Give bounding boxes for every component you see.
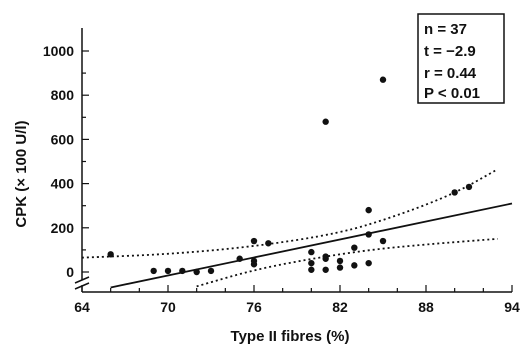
confidence-band-lower	[196, 237, 498, 288]
data-point	[451, 189, 458, 196]
data-point	[265, 240, 272, 247]
confidence-band-upper	[81, 168, 499, 259]
data-point	[308, 248, 315, 256]
data-point	[322, 266, 329, 273]
x-tick-label: 88	[418, 299, 434, 315]
tick-labels: 0 200 400 600 800 1000 64 70 76 82 88 94	[43, 43, 520, 315]
data-point	[365, 206, 372, 214]
data-point	[250, 261, 258, 268]
x-tick-label: 76	[246, 299, 262, 315]
stat-n: n = 37	[424, 21, 467, 38]
axis-break-mark	[74, 276, 90, 284]
y-tick-label: 200	[51, 220, 75, 236]
y-tick-label: 800	[51, 87, 75, 103]
data-point	[365, 259, 372, 267]
stats-box: n = 37 t = −2.9 r = 0.44 P < 0.01	[417, 13, 505, 104]
data-point	[236, 255, 243, 262]
data-point	[336, 257, 344, 265]
data-point	[322, 255, 329, 262]
data-point	[379, 76, 387, 83]
stat-t: t = −2.9	[424, 43, 476, 60]
y-tick-label: 0	[66, 264, 74, 280]
data-point	[351, 262, 358, 269]
y-axis-label: CPK (× 100 U/l)	[13, 120, 30, 227]
data-point	[164, 267, 172, 275]
stat-p: P < 0.01	[424, 85, 480, 102]
regression-line	[110, 202, 513, 289]
data-point	[250, 237, 258, 245]
data-points	[107, 76, 473, 276]
data-point	[308, 266, 315, 273]
x-tick-label: 94	[504, 299, 520, 315]
axes	[74, 28, 513, 293]
data-point	[351, 244, 358, 251]
data-point	[365, 231, 372, 238]
data-point	[107, 251, 114, 258]
data-point	[322, 118, 329, 125]
x-axis-label: Type II fibres (%)	[231, 328, 350, 345]
confidence-bands	[81, 168, 499, 288]
data-point	[193, 268, 200, 276]
data-point	[465, 183, 473, 191]
x-tick-label: 70	[160, 299, 176, 315]
stats-box-frame	[417, 13, 505, 104]
y-tick-label: 1000	[43, 43, 74, 59]
data-point	[179, 267, 186, 275]
y-tick-label: 600	[51, 131, 75, 147]
x-tick-label: 64	[74, 299, 90, 315]
stat-r: r = 0.44	[424, 65, 477, 82]
regression-line-group	[110, 202, 513, 289]
data-point	[207, 267, 215, 275]
data-point	[379, 237, 387, 245]
data-point	[336, 264, 344, 271]
data-point	[150, 267, 157, 275]
y-tick-label: 400	[51, 176, 75, 192]
data-point	[308, 259, 315, 267]
x-tick-label: 82	[332, 299, 348, 315]
